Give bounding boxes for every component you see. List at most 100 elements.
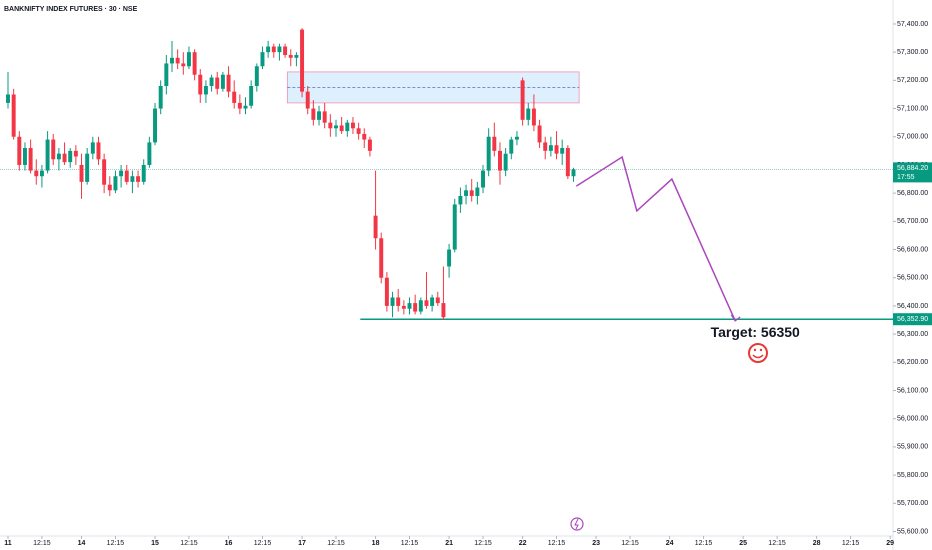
y-tick-label: 57,100.00 <box>897 105 928 112</box>
candle-body <box>22 148 27 165</box>
candle-body <box>492 136 497 151</box>
candle-body <box>243 105 248 109</box>
candle-body <box>373 215 378 239</box>
y-tick-label: 56,600.00 <box>897 246 928 253</box>
candle-body <box>220 74 225 89</box>
candle-body <box>181 63 186 67</box>
x-tick-label: 25 <box>739 540 747 547</box>
candle-body <box>34 170 39 177</box>
candle-body <box>384 277 389 306</box>
y-tick-label: 55,700.00 <box>897 500 928 507</box>
candle-body <box>226 74 231 92</box>
candle-body <box>192 52 197 75</box>
smiley <box>748 343 768 363</box>
candle-body <box>45 139 50 171</box>
x-tick-label: 14 <box>78 540 86 547</box>
candle-body <box>469 190 474 196</box>
projection-path <box>575 155 736 322</box>
x-tick-label: 12:15 <box>33 540 51 547</box>
last-price-label: 56,884.20 <box>897 165 928 172</box>
candle-body <box>441 303 446 318</box>
candle-body <box>136 176 141 182</box>
candle-body <box>543 142 548 151</box>
candle-body <box>498 150 502 171</box>
candle-body <box>526 108 531 120</box>
candle-body <box>186 52 191 67</box>
candle-body <box>164 63 169 86</box>
candle-body <box>102 159 107 185</box>
x-tick-label: 12:15 <box>768 540 786 547</box>
candle-body <box>6 94 10 103</box>
y-tick-label: 55,800.00 <box>897 472 928 479</box>
candle-body <box>328 122 333 129</box>
x-tick-label: 12:15 <box>180 540 198 547</box>
candle-body <box>322 111 327 123</box>
y-tick-label: 56,000.00 <box>897 416 928 423</box>
x-tick-label: 12:15 <box>401 540 419 547</box>
candle-body <box>424 300 429 306</box>
candle-body <box>362 133 367 140</box>
x-tick-label: 12:15 <box>695 540 713 547</box>
candle-body <box>565 148 570 177</box>
candle-body <box>158 85 163 109</box>
projection-arrow <box>730 314 741 322</box>
candle-body <box>430 297 435 306</box>
y-tick-label: 57,300.00 <box>897 49 928 56</box>
candle-body <box>90 142 95 154</box>
candle-body <box>514 136 519 140</box>
candle-body <box>266 46 271 53</box>
candle-body <box>130 176 135 182</box>
candle-body <box>300 29 305 92</box>
candle-body <box>305 91 310 109</box>
candle-body <box>503 153 508 171</box>
candle-body <box>198 74 203 95</box>
x-tick-label: 12:15 <box>474 540 492 547</box>
y-tick-label: 55,600.00 <box>897 528 928 535</box>
x-tick-label: 16 <box>225 540 233 547</box>
candle-body <box>107 184 112 191</box>
candle-body <box>260 52 265 67</box>
candle-body <box>464 190 469 196</box>
candle-body <box>153 108 158 143</box>
x-tick-label: 29 <box>886 540 894 547</box>
y-tick-label: 57,400.00 <box>897 21 928 28</box>
candle-body <box>560 148 565 154</box>
candle-body <box>379 238 384 278</box>
candle-body <box>232 91 237 103</box>
x-tick-label: 11 <box>4 540 12 547</box>
candle-body <box>96 142 101 160</box>
candle-body <box>396 297 401 306</box>
candle-body <box>254 66 259 86</box>
y-tick-label: 57,000.00 <box>897 134 928 141</box>
candle-body <box>249 85 254 106</box>
candle-body <box>203 85 208 95</box>
y-tick-label: 55,900.00 <box>897 444 928 451</box>
candle-body <box>51 139 56 160</box>
y-tick-label: 56,400.00 <box>897 303 928 310</box>
x-tick-label: 17 <box>298 540 306 547</box>
candle-body <box>317 111 322 120</box>
event-icon <box>570 517 584 531</box>
candle-body <box>458 195 463 205</box>
candle-body <box>390 297 395 306</box>
candle-body <box>339 125 344 132</box>
y-tick-label: 56,300.00 <box>897 331 928 338</box>
candle-body <box>113 176 118 191</box>
hline-label-bg <box>893 313 932 326</box>
candle-body <box>367 139 372 151</box>
candle-body <box>345 122 350 132</box>
x-tick-label: 24 <box>666 540 674 547</box>
candle-body <box>413 303 418 312</box>
candle-body <box>147 142 152 165</box>
candle-body <box>175 57 180 64</box>
candle-body <box>170 57 174 64</box>
candle-body <box>350 122 355 129</box>
x-tick-label: 23 <box>592 540 600 547</box>
candle-body <box>62 153 67 163</box>
y-tick-label: 56,200.00 <box>897 359 928 366</box>
x-tick-label: 12:15 <box>842 540 860 547</box>
x-tick-label: 12:15 <box>621 540 639 547</box>
candle-body <box>288 54 293 58</box>
candle-body <box>531 108 536 126</box>
candle-body <box>79 164 84 182</box>
